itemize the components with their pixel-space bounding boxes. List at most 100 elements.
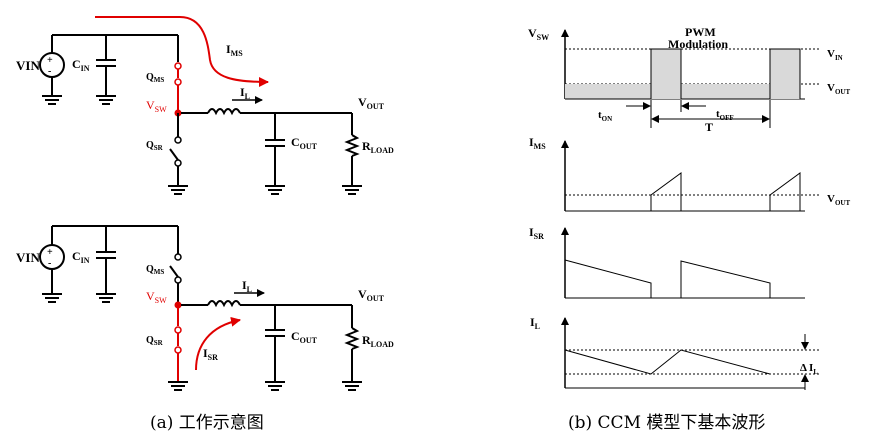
svg-text:+: + — [47, 247, 53, 258]
vin-source-bottom: + - — [39, 225, 178, 303]
vsw-label-bottom: V — [146, 289, 155, 303]
circuit-top: + - VIN CIN QMS VSW — [16, 16, 394, 195]
qms-label-top: Q — [146, 72, 154, 83]
rload-resistor-top — [342, 113, 362, 195]
cin-capacitor-top — [96, 35, 116, 105]
vsw-label-top: V — [146, 98, 155, 112]
qms-sub-top: MS — [154, 76, 165, 84]
delta-il-sub: L — [813, 368, 818, 376]
il-axis-label: I — [530, 315, 535, 329]
ims-current-arrow — [95, 16, 269, 87]
svg-text:RLOAD: RLOAD — [362, 139, 394, 155]
vin-source-top: + - — [39, 34, 178, 105]
qsr-sub-top: SR — [154, 144, 164, 152]
isr-axis-label: I — [529, 225, 534, 239]
plot-il — [561, 317, 820, 390]
delta-il-label: Δ I — [800, 362, 813, 374]
svg-text:IL: IL — [530, 315, 540, 331]
svg-text:COUT: COUT — [291, 329, 318, 345]
cout-label-top: C — [291, 135, 300, 149]
period-label: T — [705, 120, 713, 134]
rload-resistor-bottom — [342, 305, 362, 391]
cout-capacitor-top — [265, 113, 285, 195]
qms-label-bottom: Q — [146, 264, 154, 275]
waveforms: VSW PWM Modulation VIN VOUT tON tOFF T I… — [528, 25, 850, 390]
cin-sub-bottom: IN — [81, 256, 90, 265]
pwm-label-line1: PWM — [685, 25, 716, 39]
svg-text:VSW: VSW — [528, 26, 549, 42]
svg-text:CIN: CIN — [72, 57, 90, 73]
svg-text:QMS: QMS — [146, 72, 164, 84]
il-label-bottom: I — [242, 278, 247, 292]
svg-text:VIN: VIN — [827, 48, 843, 62]
ims-sub: MS — [231, 49, 244, 58]
svg-text:+: + — [47, 55, 53, 66]
svg-text:-: - — [48, 258, 51, 269]
cout-capacitor-bottom — [265, 305, 285, 391]
svg-text:QSR: QSR — [146, 140, 164, 152]
vout-level-sub: OUT — [835, 88, 851, 96]
svg-text:VSW: VSW — [146, 98, 167, 114]
vin-label-top: VIN — [16, 58, 40, 73]
plot-ims — [561, 140, 820, 212]
vout2-level-label: V — [827, 193, 835, 205]
svg-text:QSR: QSR — [146, 335, 164, 347]
svg-text:IMS: IMS — [226, 42, 243, 58]
svg-text:RLOAD: RLOAD — [362, 333, 394, 349]
inductor-bottom — [181, 300, 352, 308]
isr-label: I — [203, 346, 208, 360]
rload-label-top: R — [362, 139, 371, 153]
svg-text:IMS: IMS — [529, 135, 546, 151]
cin-sub-top: IN — [81, 64, 90, 73]
svg-text:tOFF: tOFF — [716, 108, 734, 122]
ims-axis-sub: MS — [534, 142, 547, 151]
svg-text:IL: IL — [240, 85, 250, 101]
ton-sub: ON — [602, 115, 613, 123]
cout-sub-top: OUT — [300, 142, 318, 151]
pwm-label-line2: Modulation — [668, 37, 728, 51]
svg-text:VSW: VSW — [146, 289, 167, 305]
cin-label-top: C — [72, 57, 81, 71]
caption-b: (b) CCM 模型下基本波形 — [568, 413, 765, 433]
cout-sub-bottom: OUT — [300, 336, 318, 345]
qsr-switch-top — [168, 113, 188, 195]
vsw-axis-sub: SW — [537, 33, 549, 42]
isr-sub: SR — [208, 353, 218, 362]
qsr-label-top: Q — [146, 140, 154, 151]
isr-current-arrow — [195, 316, 241, 371]
vsw-pulse-2 — [770, 49, 800, 99]
rload-sub-bottom: LOAD — [371, 340, 394, 349]
ims-label: I — [226, 42, 231, 56]
vin-label-bottom: VIN — [16, 250, 40, 265]
vsw-sub-top: SW — [155, 105, 167, 114]
ton-label: t — [598, 109, 602, 121]
circuit-bottom: + - VIN CIN QMS VSW — [16, 225, 394, 391]
vsw-axis-label: V — [528, 26, 537, 40]
vout-label-bottom: V — [358, 287, 367, 301]
svg-text:-: - — [48, 66, 51, 77]
vout-sub-top: OUT — [367, 102, 385, 111]
svg-text:ISR: ISR — [529, 225, 544, 241]
vin-level-label: V — [827, 48, 835, 60]
vout-level-label: V — [827, 82, 835, 94]
svg-text:COUT: COUT — [291, 135, 318, 151]
qsr-sub-bottom: SR — [154, 339, 164, 347]
inductor-top — [181, 108, 352, 116]
vout-label-top: V — [358, 95, 367, 109]
cin-label-bottom: C — [72, 249, 81, 263]
plot-isr — [561, 227, 805, 299]
vsw-low-fill-2 — [681, 84, 770, 99]
svg-text:VOUT: VOUT — [827, 82, 850, 96]
qms-switch-top — [174, 62, 182, 113]
timing-annotations — [626, 100, 771, 128]
svg-text:IL: IL — [242, 278, 252, 294]
qms-switch-bottom — [169, 226, 182, 305]
svg-text:ISR: ISR — [203, 346, 218, 362]
svg-text:tON: tON — [598, 109, 612, 123]
rload-label-bottom: R — [362, 333, 371, 347]
vsw-pulse-1 — [651, 49, 681, 99]
caption-a: (a) 工作示意图 — [150, 413, 264, 433]
vsw-low-fill-1 — [565, 84, 651, 99]
il-sub-bottom: L — [247, 285, 252, 294]
